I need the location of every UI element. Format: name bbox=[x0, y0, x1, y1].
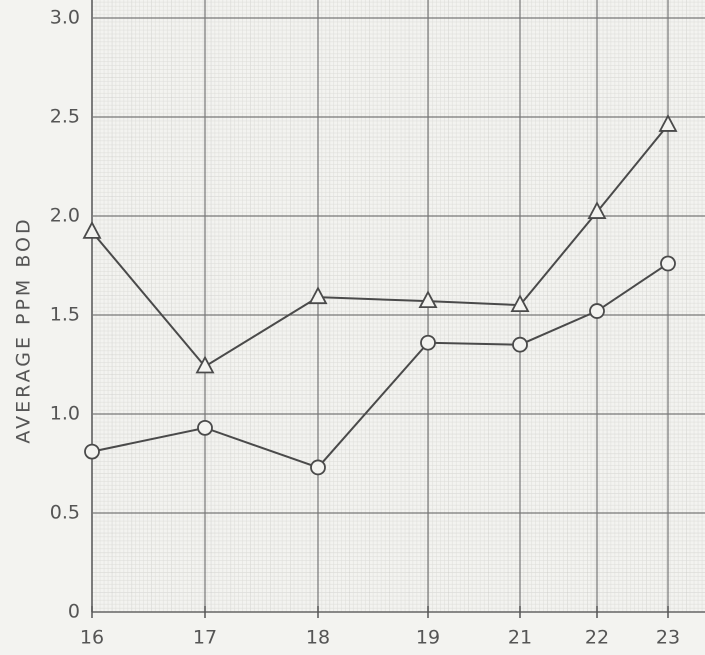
y-tick-label: 3.0 bbox=[50, 7, 80, 29]
circle-marker bbox=[84, 443, 100, 460]
triangle-marker bbox=[658, 114, 678, 132]
triangle-marker bbox=[195, 355, 215, 374]
x-tick-label: 18 bbox=[306, 627, 330, 649]
x-tick-label: 17 bbox=[193, 627, 217, 649]
triangle-marker bbox=[510, 294, 530, 312]
triangle-marker bbox=[587, 201, 607, 219]
circle-marker bbox=[420, 334, 436, 351]
triangle-marker bbox=[82, 220, 102, 239]
circle-marker bbox=[310, 459, 326, 476]
circle-marker bbox=[660, 255, 676, 272]
triangle-marker bbox=[308, 286, 328, 305]
y-tick-label: 0.5 bbox=[50, 502, 80, 524]
y-tick-label: 1.0 bbox=[50, 403, 80, 425]
x-tick-label: 22 bbox=[585, 627, 609, 649]
x-tick-label: 21 bbox=[508, 627, 532, 649]
y-tick-label: 2.5 bbox=[50, 106, 80, 128]
triangle-marker bbox=[418, 290, 438, 309]
circle-marker bbox=[197, 419, 213, 436]
graph-paper bbox=[92, 0, 705, 612]
x-tick-label: 19 bbox=[416, 627, 440, 649]
y-axis-label: AVERAGE PPM BOD bbox=[13, 216, 35, 443]
y-tick-label: 1.5 bbox=[50, 304, 80, 326]
y-tick-label: 0 bbox=[68, 601, 80, 623]
x-tick-label: 16 bbox=[80, 627, 104, 649]
circle-marker bbox=[512, 336, 528, 353]
y-tick-label: 2.0 bbox=[50, 205, 80, 227]
circle-marker bbox=[589, 303, 605, 319]
x-tick-label: 23 bbox=[656, 627, 680, 649]
